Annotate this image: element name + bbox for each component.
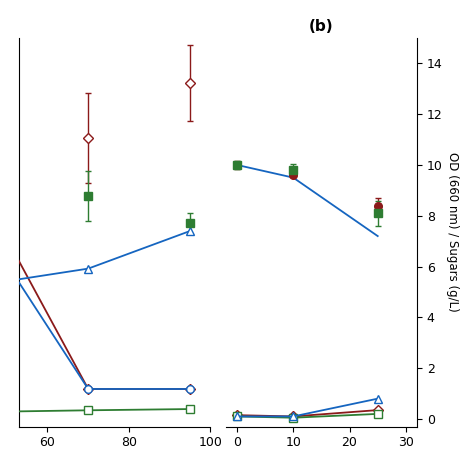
Title: (b): (b) (309, 19, 334, 34)
Y-axis label: OD (660 nm) / Sugars (g/L): OD (660 nm) / Sugars (g/L) (447, 152, 459, 312)
